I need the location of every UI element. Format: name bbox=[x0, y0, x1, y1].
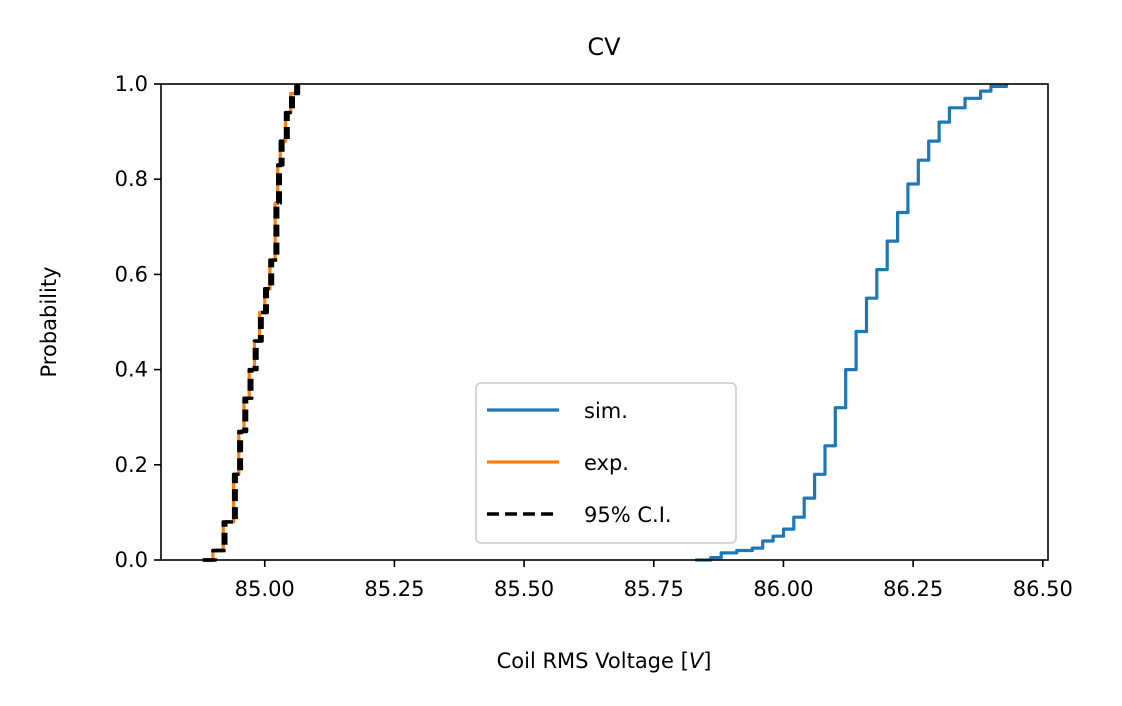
y-tick-label: 1.0 bbox=[115, 72, 148, 96]
plot-frame bbox=[160, 83, 1049, 561]
x-tick-label: 86.25 bbox=[883, 577, 943, 601]
legend-label-ci: 95% C.I. bbox=[584, 503, 672, 527]
x-axis-label: Coil RMS Voltage [V] bbox=[497, 649, 712, 673]
x-tick-label: 85.25 bbox=[364, 577, 424, 601]
y-tick-label: 0.2 bbox=[115, 453, 148, 477]
x-tick-label: 86.50 bbox=[1013, 577, 1073, 601]
chart-title: CV bbox=[587, 33, 621, 61]
legend: sim. exp. 95% C.I. bbox=[475, 382, 737, 544]
x-tick-label: 85.75 bbox=[624, 577, 684, 601]
y-tick-label: 0.0 bbox=[115, 548, 148, 572]
y-tick-label: 0.4 bbox=[115, 358, 148, 382]
x-axis-label-prefix: Coil RMS Voltage [ bbox=[497, 649, 689, 673]
legend-label-sim: sim. bbox=[584, 399, 628, 423]
y-tick-label: 0.8 bbox=[115, 167, 148, 191]
x-tick-label: 86.00 bbox=[753, 577, 813, 601]
series-line-0 bbox=[695, 84, 1009, 562]
x-tick-label: 85.50 bbox=[494, 577, 554, 601]
legend-label-exp: exp. bbox=[584, 451, 629, 475]
x-axis-label-suffix: ] bbox=[703, 649, 711, 673]
x-tick-label: 85.00 bbox=[235, 577, 295, 601]
x-axis-label-unit: V bbox=[689, 649, 705, 673]
x-axis-ticks: 85.00 85.25 85.50 85.75 86.00 86.25 86.50 bbox=[235, 560, 1073, 601]
legend-box bbox=[475, 382, 737, 544]
y-axis-ticks: 0.0 0.2 0.4 0.6 0.8 1.0 bbox=[115, 72, 161, 572]
y-tick-label: 0.6 bbox=[115, 262, 148, 286]
plot-lines bbox=[202, 84, 1009, 562]
y-axis-label: Probability bbox=[37, 266, 61, 377]
